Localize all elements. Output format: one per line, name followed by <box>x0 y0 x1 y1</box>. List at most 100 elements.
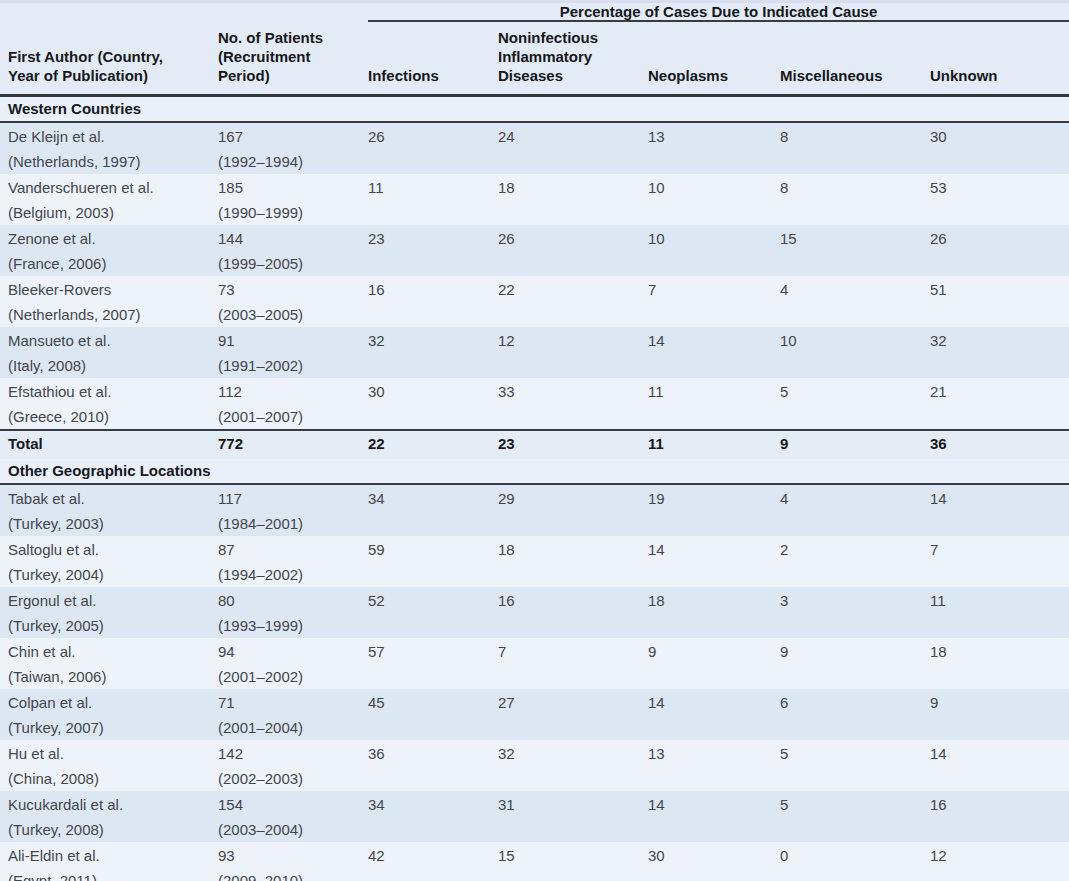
patients-cell-line2: (1991–2002) <box>218 354 368 379</box>
author-cell-line2: (Belgium, 2003) <box>8 201 218 226</box>
author-cell-line2: (Italy, 2008) <box>8 354 218 379</box>
patients-cell-line2: (1990–1999) <box>218 201 368 226</box>
column-header-noninfectious: Noninfectious Inflammatory Diseases <box>498 21 648 96</box>
value-cell: 26 <box>368 122 498 174</box>
value-cell: 18 <box>498 536 648 587</box>
value-cell: 14 <box>648 327 780 378</box>
value-cell: 12 <box>498 327 648 378</box>
table-row: Ergonul et al.(Turkey, 2005)80(1993–1999… <box>0 587 1069 638</box>
author-cell: Chin et al.(Taiwan, 2006) <box>0 638 218 689</box>
author-cell-line2: (Turkey, 2005) <box>8 614 218 639</box>
author-cell: Colpan et al.(Turkey, 2007) <box>0 689 218 740</box>
value-cell: 45 <box>368 689 498 740</box>
author-cell-line1: Tabak et al. <box>8 487 218 512</box>
author-cell-line1: Ali-Eldin et al. <box>8 844 218 869</box>
value-cell: 2 <box>780 536 930 587</box>
value-cell: 0 <box>780 842 930 881</box>
value-cell: 32 <box>930 327 1069 378</box>
table-row: Colpan et al.(Turkey, 2007)71(2001–2004)… <box>0 689 1069 740</box>
value-cell: 53 <box>930 174 1069 225</box>
value-cell: 11 <box>368 174 498 225</box>
author-cell-line1: Chin et al. <box>8 640 218 665</box>
author-cell: Ali-Eldin et al.(Egypt, 2011) <box>0 842 218 881</box>
value-cell: 9 <box>930 689 1069 740</box>
value-cell: 13 <box>648 740 780 791</box>
value-cell: 7 <box>648 276 780 327</box>
table-row: De Kleijn et al.(Netherlands, 1997)167(1… <box>0 122 1069 174</box>
total-value-cell: 22 <box>368 430 498 459</box>
value-cell: 5 <box>780 740 930 791</box>
patients-cell: 144(1999–2005) <box>218 225 368 276</box>
author-cell: Hu et al.(China, 2008) <box>0 740 218 791</box>
value-cell: 4 <box>780 276 930 327</box>
value-cell: 11 <box>648 378 780 430</box>
value-cell: 13 <box>648 122 780 174</box>
patients-cell: 167(1992–1994) <box>218 122 368 174</box>
column-header-row: First Author (Country, Year of Publicati… <box>0 21 1069 96</box>
value-cell: 10 <box>648 225 780 276</box>
value-cell: 34 <box>368 791 498 842</box>
table-row: Hu et al.(China, 2008)142(2002–2003)3632… <box>0 740 1069 791</box>
author-cell-line1: Mansueto et al. <box>8 329 218 354</box>
section-header-row: Other Geographic Locations <box>0 459 1069 484</box>
table-row: Efstathiou et al.(Greece, 2010)112(2001–… <box>0 378 1069 430</box>
patients-cell-line1: 185 <box>218 176 368 201</box>
total-row: Total772222311936 <box>0 430 1069 459</box>
column-header-unknown: Unknown <box>930 21 1069 96</box>
patients-cell-line1: 80 <box>218 589 368 614</box>
patients-cell: 112(2001–2007) <box>218 378 368 430</box>
patients-cell-line1: 112 <box>218 380 368 405</box>
value-cell: 57 <box>368 638 498 689</box>
patients-cell: 87(1994–2002) <box>218 536 368 587</box>
author-cell-line1: Bleeker-Rovers <box>8 278 218 303</box>
total-value-cell: 36 <box>930 430 1069 459</box>
value-cell: 51 <box>930 276 1069 327</box>
table-row: Zenone et al.(France, 2006)144(1999–2005… <box>0 225 1069 276</box>
patients-cell-line2: (1993–1999) <box>218 614 368 639</box>
patients-cell-line2: (2001–2004) <box>218 716 368 741</box>
author-cell: De Kleijn et al.(Netherlands, 1997) <box>0 122 218 174</box>
table-row: Mansueto et al.(Italy, 2008)91(1991–2002… <box>0 327 1069 378</box>
value-cell: 7 <box>930 536 1069 587</box>
column-header-neoplasms: Neoplasms <box>648 21 780 96</box>
table-row: Kucukardali et al.(Turkey, 2008)154(2003… <box>0 791 1069 842</box>
author-cell-line2: (Turkey, 2004) <box>8 563 218 588</box>
patients-cell-line2: (1992–1994) <box>218 150 368 175</box>
value-cell: 5 <box>780 378 930 430</box>
patients-cell-line2: (1999–2005) <box>218 252 368 277</box>
table-row: Saltoglu et al.(Turkey, 2004)87(1994–200… <box>0 536 1069 587</box>
value-cell: 21 <box>930 378 1069 430</box>
author-cell-line2: (Egypt, 2011) <box>8 869 218 881</box>
spanner-spacer <box>0 3 368 21</box>
value-cell: 16 <box>498 587 648 638</box>
value-cell: 12 <box>930 842 1069 881</box>
spanner-row: Percentage of Cases Due to Indicated Cau… <box>0 3 1069 21</box>
patients-cell: 142(2002–2003) <box>218 740 368 791</box>
patients-cell-line1: 144 <box>218 227 368 252</box>
table-header: Percentage of Cases Due to Indicated Cau… <box>0 3 1069 96</box>
author-cell: Efstathiou et al.(Greece, 2010) <box>0 378 218 430</box>
value-cell: 26 <box>930 225 1069 276</box>
author-cell-line1: Vanderschueren et al. <box>8 176 218 201</box>
author-cell-line1: De Kleijn et al. <box>8 125 218 150</box>
total-value-cell: 9 <box>780 430 930 459</box>
value-cell: 36 <box>368 740 498 791</box>
patients-cell-line2: (2003–2004) <box>218 818 368 843</box>
fuo-table: Percentage of Cases Due to Indicated Cau… <box>0 3 1069 881</box>
author-cell-line1: Kucukardali et al. <box>8 793 218 818</box>
value-cell: 14 <box>930 484 1069 536</box>
value-cell: 6 <box>780 689 930 740</box>
section-title: Western Countries <box>0 96 1069 123</box>
value-cell: 16 <box>368 276 498 327</box>
value-cell: 26 <box>498 225 648 276</box>
table-row: Vanderschueren et al.(Belgium, 2003)185(… <box>0 174 1069 225</box>
patients-cell-line1: 142 <box>218 742 368 767</box>
value-cell: 7 <box>498 638 648 689</box>
patients-cell-line1: 71 <box>218 691 368 716</box>
author-cell-line1: Ergonul et al. <box>8 589 218 614</box>
author-cell: Vanderschueren et al.(Belgium, 2003) <box>0 174 218 225</box>
value-cell: 59 <box>368 536 498 587</box>
total-value-cell: 11 <box>648 430 780 459</box>
patients-cell: 185(1990–1999) <box>218 174 368 225</box>
spanner-title: Percentage of Cases Due to Indicated Cau… <box>368 3 1069 21</box>
